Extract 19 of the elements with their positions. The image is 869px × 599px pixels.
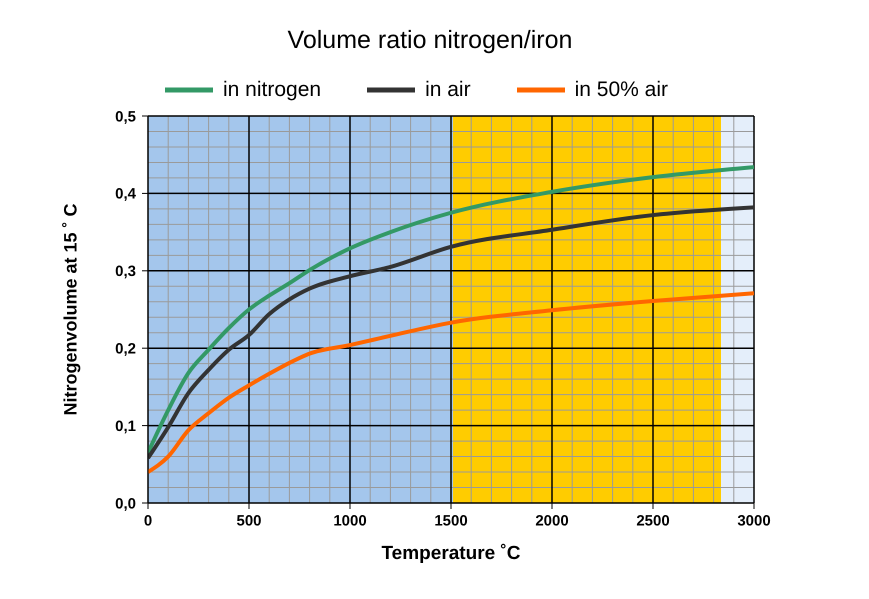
x-tick-label: 1500 (434, 512, 468, 530)
legend-label: in nitrogen (223, 78, 322, 102)
y-tick-label: 0,1 (115, 418, 136, 435)
y-axis-title: Nitrogenvolume at 15 ˚ C (60, 203, 80, 416)
y-tick-label: 0,4 (115, 186, 137, 203)
x-tick-label: 0 (144, 512, 152, 530)
legend-label: in air (425, 78, 471, 102)
x-axis-title: Temperature ˚C (381, 543, 521, 564)
x-tick-label: 500 (236, 512, 262, 530)
y-tick-label: 0,3 (115, 263, 136, 280)
x-tick-label: 3000 (737, 512, 771, 530)
y-tick-label: 0,0 (115, 495, 136, 512)
legend-label: in 50% air (574, 78, 668, 102)
chart-title: Volume ratio nitrogen/iron (286, 26, 574, 55)
y-tick-label: 0,2 (115, 340, 136, 358)
x-tick-label: 2500 (636, 512, 670, 530)
x-tick-label: 1000 (333, 512, 367, 530)
x-tick-label: 2000 (535, 512, 569, 530)
y-tick-label: 0,5 (115, 108, 136, 126)
